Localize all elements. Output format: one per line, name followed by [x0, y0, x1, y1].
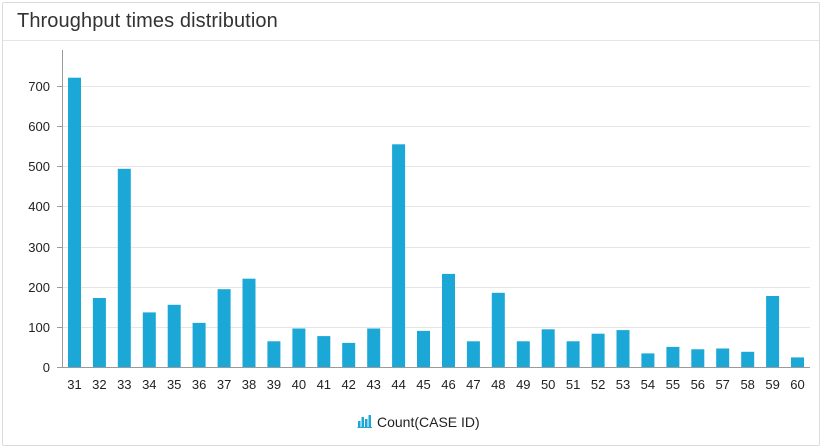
x-tick-label: 52 — [591, 377, 605, 392]
x-tick-label: 55 — [666, 377, 680, 392]
bar-40[interactable] — [292, 328, 306, 368]
x-tick-label: 58 — [740, 377, 754, 392]
x-tick-label: 45 — [416, 377, 430, 392]
x-tick-label: 36 — [192, 377, 206, 392]
bar-31[interactable] — [68, 77, 81, 367]
bar-42[interactable] — [342, 342, 356, 367]
x-tick-label: 57 — [715, 377, 729, 392]
x-tick-label: 31 — [67, 377, 81, 392]
x-tick-label: 51 — [566, 377, 580, 392]
x-tick-label: 44 — [391, 377, 405, 392]
bar-43[interactable] — [367, 328, 381, 368]
bar-60[interactable] — [791, 357, 804, 367]
bar-36[interactable] — [192, 322, 206, 367]
bar-48[interactable] — [491, 292, 505, 367]
y-tick-label: 700 — [28, 79, 50, 94]
x-tick-label: 54 — [641, 377, 655, 392]
y-tick-label: 200 — [28, 280, 50, 295]
x-tick-label: 59 — [765, 377, 779, 392]
x-tick-label: 37 — [217, 377, 231, 392]
x-tick-label: 46 — [441, 377, 455, 392]
x-tick-label: 50 — [541, 377, 555, 392]
x-tick-label: 34 — [142, 377, 156, 392]
panel-title: Throughput times distribution — [17, 10, 278, 32]
x-tick-label: 60 — [790, 377, 804, 392]
bar-59[interactable] — [766, 296, 780, 367]
bar-54[interactable] — [641, 353, 655, 367]
x-tick-label: 40 — [292, 377, 306, 392]
axes — [57, 50, 810, 368]
bars — [68, 77, 804, 368]
x-tick-label: 47 — [466, 377, 480, 392]
bar-34[interactable] — [142, 312, 156, 367]
bar-53[interactable] — [616, 330, 630, 367]
panel-header: Throughput times distribution — [3, 3, 819, 41]
y-tick-label: 600 — [28, 119, 50, 134]
y-tick-label: 100 — [28, 320, 50, 335]
bar-51[interactable] — [566, 341, 580, 367]
bar-45[interactable] — [417, 330, 430, 367]
x-tick-label: 53 — [616, 377, 630, 392]
y-tick-label: 500 — [28, 159, 50, 174]
x-tick-label: 42 — [341, 377, 355, 392]
x-tick-label: 43 — [366, 377, 380, 392]
bar-46[interactable] — [442, 273, 455, 367]
bar-chart-icon — [357, 415, 372, 428]
bar-37[interactable] — [217, 289, 231, 367]
y-tick-labels: 0 100 200 300 400 500 600 700 — [28, 79, 50, 375]
bar-32[interactable] — [92, 298, 106, 367]
x-tick-label: 41 — [317, 377, 331, 392]
bar-47[interactable] — [466, 341, 480, 367]
x-tick-label: 39 — [267, 377, 281, 392]
bar-39[interactable] — [267, 341, 281, 367]
bar-35[interactable] — [167, 304, 181, 367]
x-tick-label: 38 — [242, 377, 256, 392]
x-tick-label: 33 — [117, 377, 131, 392]
y-tick-label: 0 — [43, 360, 50, 375]
y-tick-label: 400 — [28, 199, 50, 214]
bar-57[interactable] — [716, 348, 730, 368]
legend-label: Count(CASE ID) — [377, 414, 480, 430]
bar-41[interactable] — [317, 336, 331, 367]
x-tick-label: 35 — [167, 377, 181, 392]
bar-38[interactable] — [242, 278, 256, 367]
bar-55[interactable] — [666, 346, 680, 367]
bar-49[interactable] — [516, 341, 530, 367]
x-tick-label: 56 — [691, 377, 705, 392]
bar-44[interactable] — [392, 144, 406, 367]
x-tick-labels: 31 32 33 34 35 36 37 38 39 40 41 42 43 44 45 46 47 48 49 50… — [67, 377, 804, 392]
bar-56[interactable] — [691, 349, 705, 367]
grid-lines — [62, 86, 810, 328]
legend[interactable]: Count(CASE ID) — [357, 414, 480, 430]
x-tick-label: 48 — [491, 377, 505, 392]
bar-52[interactable] — [591, 333, 605, 367]
x-tick-label: 49 — [516, 377, 530, 392]
y-tick-label: 300 — [28, 240, 50, 255]
bar-50[interactable] — [541, 329, 555, 367]
bar-58[interactable] — [741, 351, 755, 367]
bar-33[interactable] — [117, 168, 131, 367]
x-tick-label: 32 — [92, 377, 106, 392]
